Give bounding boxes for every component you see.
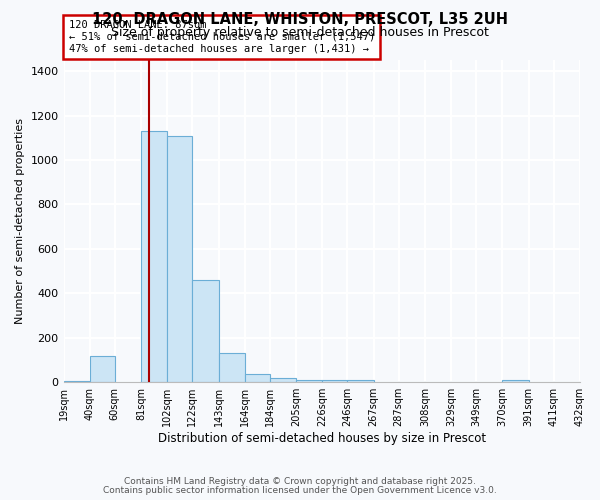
Y-axis label: Number of semi-detached properties: Number of semi-detached properties xyxy=(15,118,25,324)
Bar xyxy=(218,354,245,382)
Bar xyxy=(502,380,529,382)
Bar xyxy=(167,136,193,382)
Bar xyxy=(64,381,90,382)
Bar xyxy=(270,378,296,382)
Text: Contains public sector information licensed under the Open Government Licence v3: Contains public sector information licen… xyxy=(103,486,497,495)
Bar xyxy=(347,380,374,382)
Bar xyxy=(322,380,347,382)
Bar xyxy=(296,380,322,382)
Text: Size of property relative to semi-detached houses in Prescot: Size of property relative to semi-detach… xyxy=(111,26,489,39)
Text: 120, DRAGON LANE, WHISTON, PRESCOT, L35 2UH: 120, DRAGON LANE, WHISTON, PRESCOT, L35 … xyxy=(92,12,508,28)
Bar xyxy=(141,131,167,382)
Bar xyxy=(90,356,115,382)
Text: Contains HM Land Registry data © Crown copyright and database right 2025.: Contains HM Land Registry data © Crown c… xyxy=(124,477,476,486)
Bar xyxy=(245,374,270,382)
X-axis label: Distribution of semi-detached houses by size in Prescot: Distribution of semi-detached houses by … xyxy=(158,432,486,445)
Text: 120 DRAGON LANE: 87sqm
← 51% of semi-detached houses are smaller (1,547)
47% of : 120 DRAGON LANE: 87sqm ← 51% of semi-det… xyxy=(69,20,375,54)
Bar xyxy=(193,280,218,382)
